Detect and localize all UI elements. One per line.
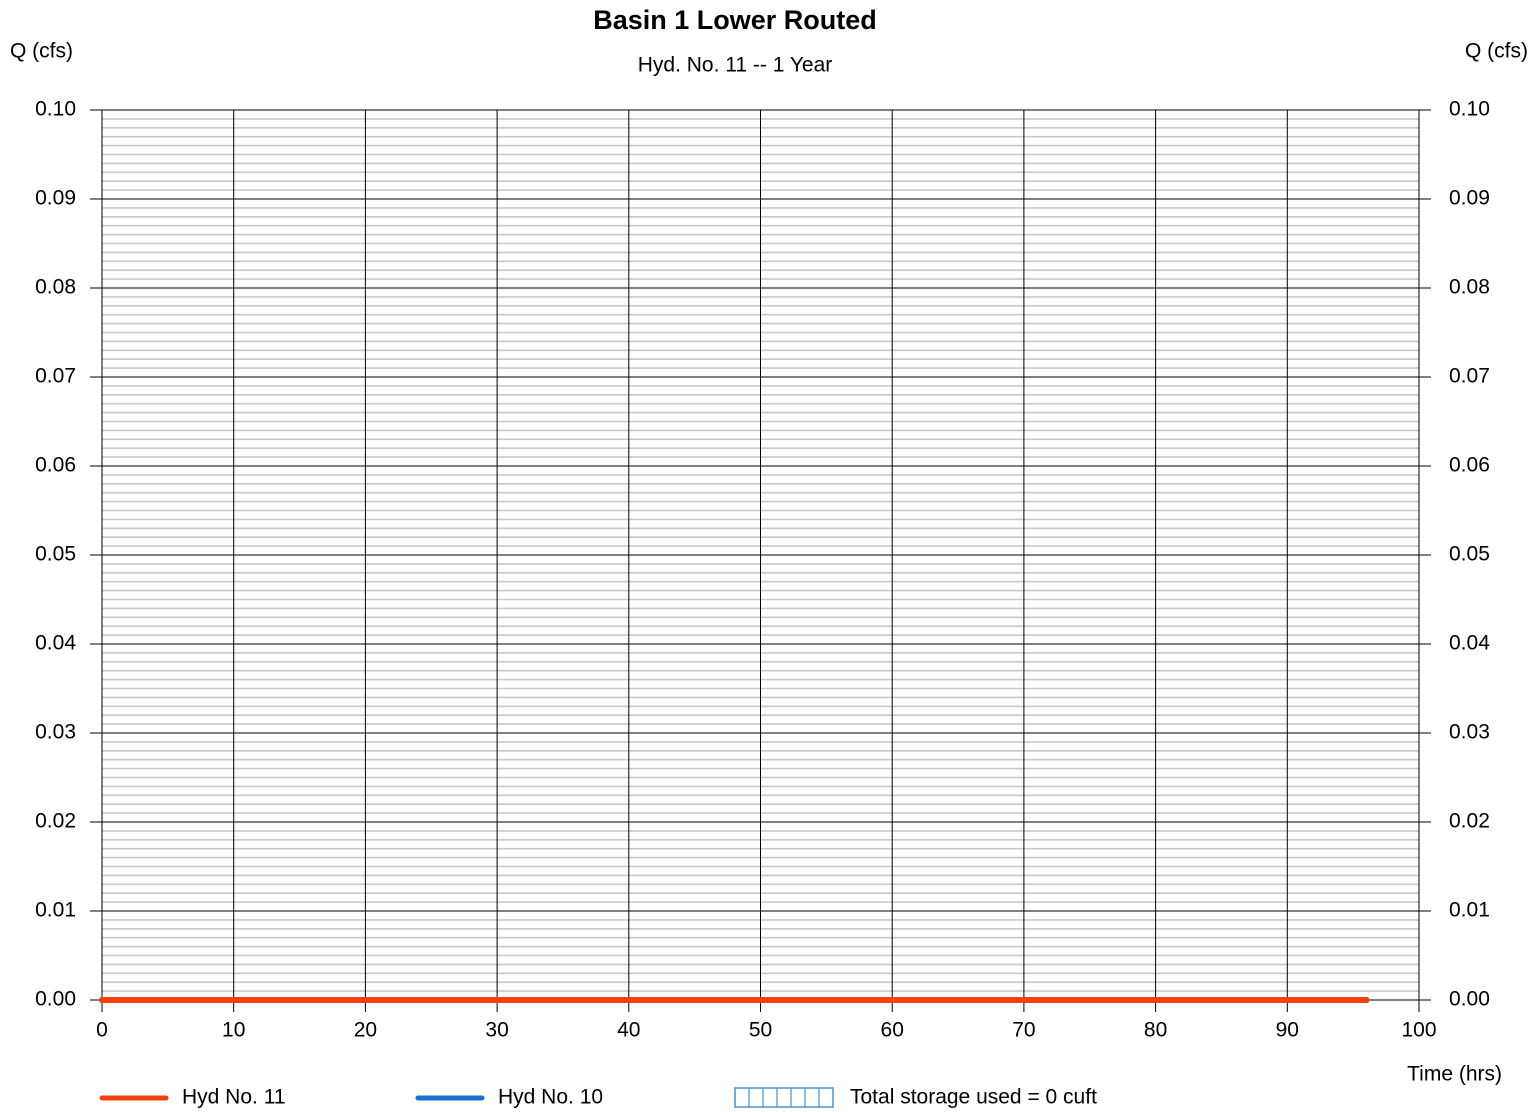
y-tick-label: 0.03 (35, 721, 76, 744)
y2-tick-label: 0.00 (1449, 988, 1490, 1011)
y-tick-label: 0.05 (35, 543, 76, 566)
y-tick-label: 0.00 (35, 988, 76, 1011)
x-tick-label: 100 (1401, 1019, 1436, 1042)
y2-tick-label: 0.06 (1449, 454, 1490, 477)
y2-tick-label: 0.05 (1449, 543, 1490, 566)
y-tick-label: 0.06 (35, 454, 76, 477)
y2-tick-label: 0.08 (1449, 276, 1490, 299)
legend-label: Hyd No. 10 (498, 1086, 603, 1109)
y-tick-label: 0.07 (35, 365, 76, 388)
x-axis-label: Time (hrs) (1407, 1063, 1502, 1086)
y2-tick-label: 0.04 (1449, 632, 1490, 655)
y-tick-label: 0.10 (35, 98, 76, 121)
x-tick-label: 0 (96, 1019, 108, 1042)
y2-tick-label: 0.10 (1449, 98, 1490, 121)
y2-tick-label: 0.01 (1449, 899, 1490, 922)
y-tick-label: 0.09 (35, 187, 76, 210)
y2-axis-label: Q (cfs) (1465, 40, 1528, 63)
y2-tick-label: 0.02 (1449, 810, 1490, 833)
x-tick-label: 10 (222, 1019, 245, 1042)
x-tick-label: 50 (749, 1019, 772, 1042)
y-tick-label: 0.08 (35, 276, 76, 299)
x-tick-label: 70 (1012, 1019, 1035, 1042)
y2-tick-label: 0.07 (1449, 365, 1490, 388)
y-tick-label: 0.04 (35, 632, 76, 655)
x-tick-label: 30 (485, 1019, 508, 1042)
chart-title: Basin 1 Lower Routed (593, 5, 877, 35)
x-tick-label: 20 (354, 1019, 377, 1042)
legend-note: Total storage used = 0 cuft (850, 1086, 1097, 1109)
x-tick-label: 60 (881, 1019, 904, 1042)
x-tick-label: 40 (617, 1019, 640, 1042)
y-axis-label: Q (cfs) (10, 40, 73, 63)
chart-subtitle: Hyd. No. 11 -- 1 Year (638, 54, 833, 77)
y2-tick-label: 0.03 (1449, 721, 1490, 744)
y2-tick-label: 0.09 (1449, 187, 1490, 210)
x-tick-label: 80 (1144, 1019, 1167, 1042)
y-tick-label: 0.01 (35, 899, 76, 922)
legend-label: Hyd No. 11 (182, 1086, 286, 1109)
storage-legend-icon (734, 1087, 834, 1108)
x-tick-label: 90 (1276, 1019, 1299, 1042)
y-tick-label: 0.02 (35, 810, 76, 833)
